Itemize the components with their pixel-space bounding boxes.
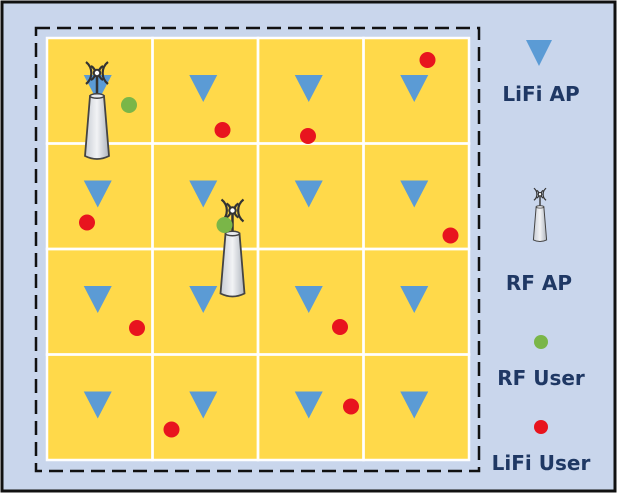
rf-ap-legend-icon [532,187,548,243]
lifi-user-dot [163,421,180,438]
rf-user-legend-label: RF User [497,366,585,390]
lifi-ap-icon [294,391,323,419]
legend: LiFi AP RF AP RF User LiFi User [492,40,591,475]
rf-user-layer [121,97,233,233]
lifi-user-dot [332,319,348,335]
lifi-ap-icon [83,286,112,313]
lifi-user-dot [79,214,95,231]
lifi-user-dot [300,128,316,144]
lifi-ap-icon [189,286,218,313]
lifi-user-dot [442,227,459,244]
lifi-ap-icon [83,391,112,419]
lifi-user-layer [79,52,459,438]
lifi-ap-icon [400,286,429,313]
lifi-ap-icon [294,75,323,102]
lifi-cell [362,353,471,462]
rf-ap-icon [84,61,110,160]
lifi-ap-legend-label: LiFi AP [502,82,579,106]
lifi-ap-icon [189,391,218,419]
rf-user-legend-icon [534,335,548,349]
lifi-ap-icon [83,180,112,208]
rf-user-dot [121,97,137,113]
room-area [45,36,471,462]
lifi-user-legend-label: LiFi User [492,451,591,475]
rf-ap-icon [219,198,246,298]
lifi-ap-icon [400,391,429,419]
coverage-boundary [34,26,481,473]
lifi-ap-legend-icon [526,40,552,66]
lifi-ap-icon [294,286,323,313]
lifi-ap-icon [294,180,323,208]
lifi-user-legend-icon [534,420,548,434]
lifi-ap-icon [400,180,429,208]
lifi-ap-icon [189,180,218,208]
lifi-user-dot [214,122,231,138]
rf-user-dot [216,217,233,233]
lifi-user-dot [129,320,145,336]
lifi-ap-icon [189,75,218,102]
lifi-user-dot [343,398,359,415]
rf-ap-layer [84,61,246,298]
lifi-ap-icon [400,75,429,102]
lifi-user-dot [419,52,436,68]
rf-ap-legend-label: RF AP [506,271,572,295]
